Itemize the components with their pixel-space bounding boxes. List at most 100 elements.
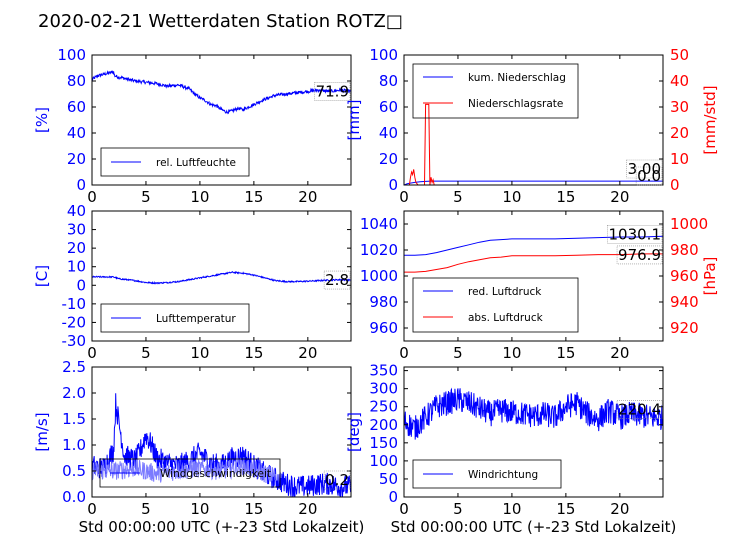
series-group [404,103,663,185]
panel-top-left: 0 5 10 15 20 0 20 40 60 80 100 [%] rel. Luftfeuchte 7… [33,46,352,206]
x-tick-label: 10 [502,188,521,206]
series-line-abs-luftdruck [404,253,663,273]
y-tick-label: 0 [388,488,398,506]
legend-label: abs. Luftdruck [468,312,544,324]
x-tick-label: 5 [141,188,151,206]
x-tick-label: 0 [399,500,409,518]
y-right-tick-label: 20 [670,124,689,142]
panel-bottom-left: 0 5 10 15 20 0.0 0.5 1.0 1.5 2.0 2.5 [m/s] Std 00:00… [33,358,364,536]
series-line-lufttemperatur [92,271,351,285]
y-tick-label: 980 [369,293,398,311]
annotation-box [616,245,663,265]
y-tick-label: 40 [67,202,86,220]
x-tick-label: 10 [190,188,209,206]
y-tick-label: 60 [67,98,86,116]
y-tick-label: 0 [388,176,398,194]
x-tick-label: 20 [610,344,629,362]
x-tick-label: 5 [453,188,463,206]
y-tick-label: 0.0 [62,488,86,506]
x-tick-label: 10 [190,500,209,518]
legend-box [412,459,562,489]
series-line-kum-niederschlag [404,180,663,185]
latest-value-annotation: 220.4 [618,400,661,418]
x-tick-label: 10 [502,500,521,518]
y-tick-label: 100 [369,452,398,470]
series-line-rel-luftfeuchte [92,70,351,115]
latest-value-annotation: 2.8 [325,271,349,289]
y-tick-label: 200 [369,416,398,434]
legend-box [99,458,281,488]
x-axis-label: Std 00:00:00 UTC (+-23 Std Lokalzeit) [391,518,677,536]
y-tick-label: 250 [369,398,398,416]
x-tick-label: 5 [453,344,463,362]
y-tick-label: 1020 [360,241,398,259]
y-tick-label: -30 [62,332,87,350]
x-tick-label: 5 [453,500,463,518]
series-group [92,271,351,285]
legend-label: Windrichtung [468,469,538,481]
annotation-box [626,159,663,179]
series-line-secondary [92,457,276,484]
x-tick-label: 10 [190,344,209,362]
x-tick-label: 15 [556,344,575,362]
y-axis-label: [%] [33,107,51,133]
panel-top-right: 0 5 10 15 20 0 20 40 60 80 100 0 10 20 30 40 50 [mm] [mm/s… [345,46,719,206]
legend-label: Niederschlagsrate [468,98,563,110]
latest-value-annotation: 0.0 [637,167,661,185]
x-tick-label: 20 [298,188,317,206]
y-tick-label: 150 [369,434,398,452]
annotation-box [616,400,663,419]
panel-mid-right: 0 5 10 15 20 960 980 1000 1020 1040 920 940 960 980 10… [360,210,719,362]
legend-label: rel. Luftfeuchte [156,157,236,169]
annotation-box [323,270,351,290]
legend-label: kum. Niederschlag [468,72,566,84]
y-axis-right-label: [mm/std] [701,85,719,154]
y-right-tick-label: 0 [670,176,680,194]
x-tick-label: 20 [298,500,317,518]
y-tick-label: 350 [369,362,398,380]
y-axis-label: [mm] [345,100,363,141]
y-tick-label: 1.5 [62,410,86,428]
latest-value-annotation: 0.2 [325,471,349,489]
x-tick-label: 15 [244,500,263,518]
y-tick-label: 2.0 [62,384,86,402]
latest-value-annotation: 1030.1 [609,225,662,243]
series-line-niederschlagsrate [404,103,663,185]
x-tick-label: 5 [141,344,151,362]
y-tick-label: 80 [379,72,398,90]
legend-label: Windgeschwindigkeit [160,468,271,480]
y-tick-label: 100 [57,46,86,64]
legend-label: Lufttemperatur [156,313,236,325]
plot-frame [403,54,664,186]
legend-box [100,303,250,333]
legend-label: red. Luftdruck [468,286,542,298]
y-right-tick-label: 940 [670,293,699,311]
series-group [92,393,351,497]
y-tick-label: 20 [67,239,86,257]
x-tick-label: 0 [399,344,409,362]
series-group [404,387,663,440]
x-tick-label: 15 [244,188,263,206]
annotation-box [323,470,351,490]
y-tick-label: 60 [379,98,398,116]
series-group [404,235,663,273]
y-right-tick-label: 10 [670,150,689,168]
latest-value-annotation: 976.9 [618,246,661,264]
y-tick-label: 0.5 [62,462,86,480]
plot-frame [91,366,352,498]
y-tick-label: 0 [76,176,86,194]
series-line-red-luftdruck [404,235,663,256]
x-tick-label: 0 [87,188,97,206]
y-tick-label: -10 [62,295,87,313]
y-tick-label: 40 [67,124,86,142]
x-tick-label: 15 [556,500,575,518]
x-tick-label: 15 [244,344,263,362]
y-tick-label: 10 [67,258,86,276]
x-tick-label: 20 [610,188,629,206]
y-axis-label: [C] [33,265,51,287]
y-tick-label: -20 [62,313,87,331]
y-tick-label: 80 [67,72,86,90]
annotation-box [314,82,351,101]
y-right-tick-label: 50 [670,46,689,64]
y-tick-label: 1040 [360,215,398,233]
